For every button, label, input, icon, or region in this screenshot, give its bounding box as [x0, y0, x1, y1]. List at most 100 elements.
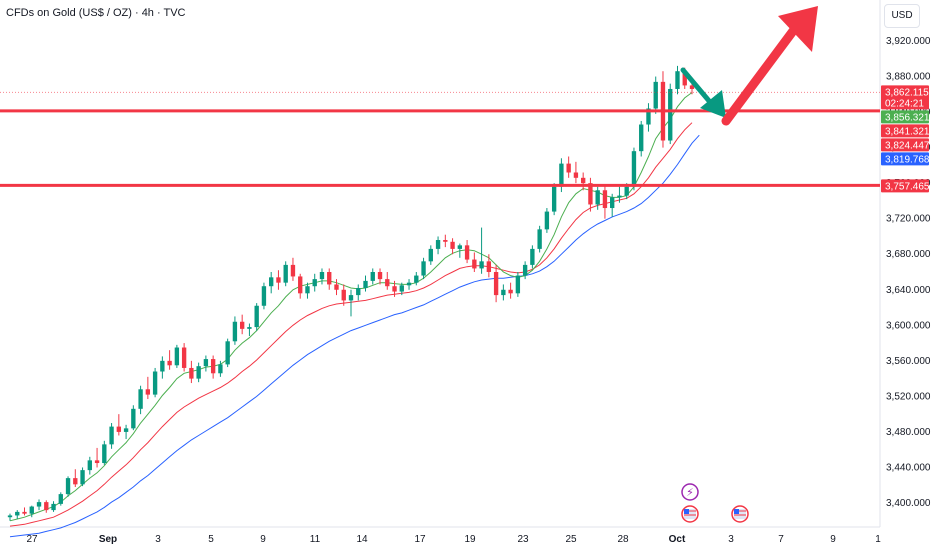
- candle: [225, 338, 230, 368]
- candle: [639, 120, 644, 157]
- candle: [138, 385, 143, 415]
- candle: [392, 280, 397, 297]
- candle: [428, 245, 433, 265]
- candle: [152, 367, 158, 398]
- candle: [247, 323, 252, 336]
- price-badge: 3,856.321: [881, 110, 930, 124]
- lightning-event-icon[interactable]: [681, 483, 699, 501]
- candle: [544, 208, 550, 233]
- candle: [232, 316, 238, 345]
- candle: [218, 360, 223, 377]
- candle: [167, 350, 172, 370]
- x-tick-label: 17: [414, 534, 426, 545]
- y-tick-label: 3,560.000: [886, 356, 931, 367]
- candle: [610, 193, 615, 217]
- candle: [450, 238, 455, 255]
- ma-slow-line: [9, 134, 700, 538]
- chart-title: CFDs on Gold (US$ / OZ) · 4h · TVC: [6, 7, 186, 19]
- candle: [123, 424, 129, 440]
- candle: [341, 284, 346, 306]
- candle: [312, 273, 317, 292]
- up-arrow-line: [721, 22, 801, 126]
- candle: [631, 147, 637, 191]
- projection-arrows[interactable]: [680, 6, 818, 126]
- candle: [508, 282, 513, 299]
- candle: [668, 83, 673, 145]
- candle: [356, 284, 361, 301]
- price-badge: 3,757.465: [881, 179, 930, 193]
- candle: [385, 272, 390, 290]
- candle: [261, 282, 267, 310]
- event-markers[interactable]: ⚡: [681, 483, 749, 523]
- candle: [87, 456, 92, 475]
- x-tick-label: 23: [517, 534, 529, 545]
- candle: [203, 355, 209, 372]
- moving-averages: [9, 92, 700, 538]
- x-tick-label: 1: [875, 534, 881, 545]
- y-tick-label: 3,400.000: [886, 498, 931, 509]
- x-tick-label: Oct: [669, 534, 686, 545]
- candle: [160, 356, 165, 379]
- x-tick-label: 5: [208, 534, 214, 545]
- candle: [44, 500, 49, 513]
- candle: [348, 289, 354, 317]
- candle: [530, 245, 535, 269]
- x-tick-label: 9: [260, 534, 266, 545]
- svg-text:3,841.321: 3,841.321: [885, 126, 930, 137]
- candle: [501, 284, 506, 301]
- candle: [646, 103, 651, 132]
- candle: [210, 355, 216, 379]
- candle: [653, 76, 658, 114]
- candle: [36, 499, 42, 511]
- candle: [109, 423, 114, 449]
- x-tick-label: 28: [617, 534, 629, 545]
- svg-text:3,824.447: 3,824.447: [885, 140, 930, 151]
- candle: [80, 467, 85, 487]
- y-tick-label: 3,640.000: [886, 285, 931, 296]
- horizontal-levels[interactable]: [0, 91, 880, 187]
- candle: [29, 505, 34, 518]
- svg-text:02:24:21: 02:24:21: [885, 98, 924, 109]
- y-tick-label: 3,680.000: [886, 249, 931, 260]
- candle: [421, 257, 426, 280]
- candle: [602, 184, 608, 219]
- candle: [580, 172, 586, 191]
- candle: [174, 344, 180, 368]
- candles: [7, 65, 695, 521]
- svg-text:3,819.768: 3,819.768: [885, 154, 930, 165]
- down-arrow-head: [700, 90, 726, 118]
- candle: [65, 476, 71, 497]
- candle: [370, 268, 375, 285]
- candle: [435, 236, 441, 255]
- candle: [559, 158, 564, 193]
- ma-fast-line: [9, 92, 693, 522]
- candle: [15, 510, 20, 519]
- candle: [58, 492, 63, 506]
- candle: [493, 264, 499, 303]
- y-tick-label: 3,480.000: [886, 427, 931, 438]
- svg-text:⚡: ⚡: [686, 486, 694, 499]
- candle: [537, 225, 542, 253]
- time-axis[interactable]: 27 Sep 3 5 9 11 14 17 19 23 25 28 Oct 3 7 9 1: [26, 534, 881, 545]
- x-tick-label: 11: [310, 534, 321, 545]
- candle: [522, 261, 528, 280]
- currency-button[interactable]: USD: [884, 4, 920, 28]
- svg-text:3,856.321: 3,856.321: [885, 112, 930, 123]
- y-tick-label: 3,880.000: [886, 72, 931, 83]
- candle: [464, 240, 470, 264]
- candle: [486, 254, 492, 278]
- candle: [457, 243, 463, 258]
- candle: [189, 360, 194, 384]
- candle: [102, 440, 107, 465]
- candle: [377, 268, 383, 285]
- candle: [327, 268, 332, 290]
- y-tick-label: 3,520.000: [886, 391, 931, 402]
- candle: [319, 268, 325, 285]
- candle: [675, 65, 680, 95]
- candle: [94, 447, 100, 468]
- candle: [7, 513, 13, 521]
- y-tick-label: 3,600.000: [886, 320, 931, 331]
